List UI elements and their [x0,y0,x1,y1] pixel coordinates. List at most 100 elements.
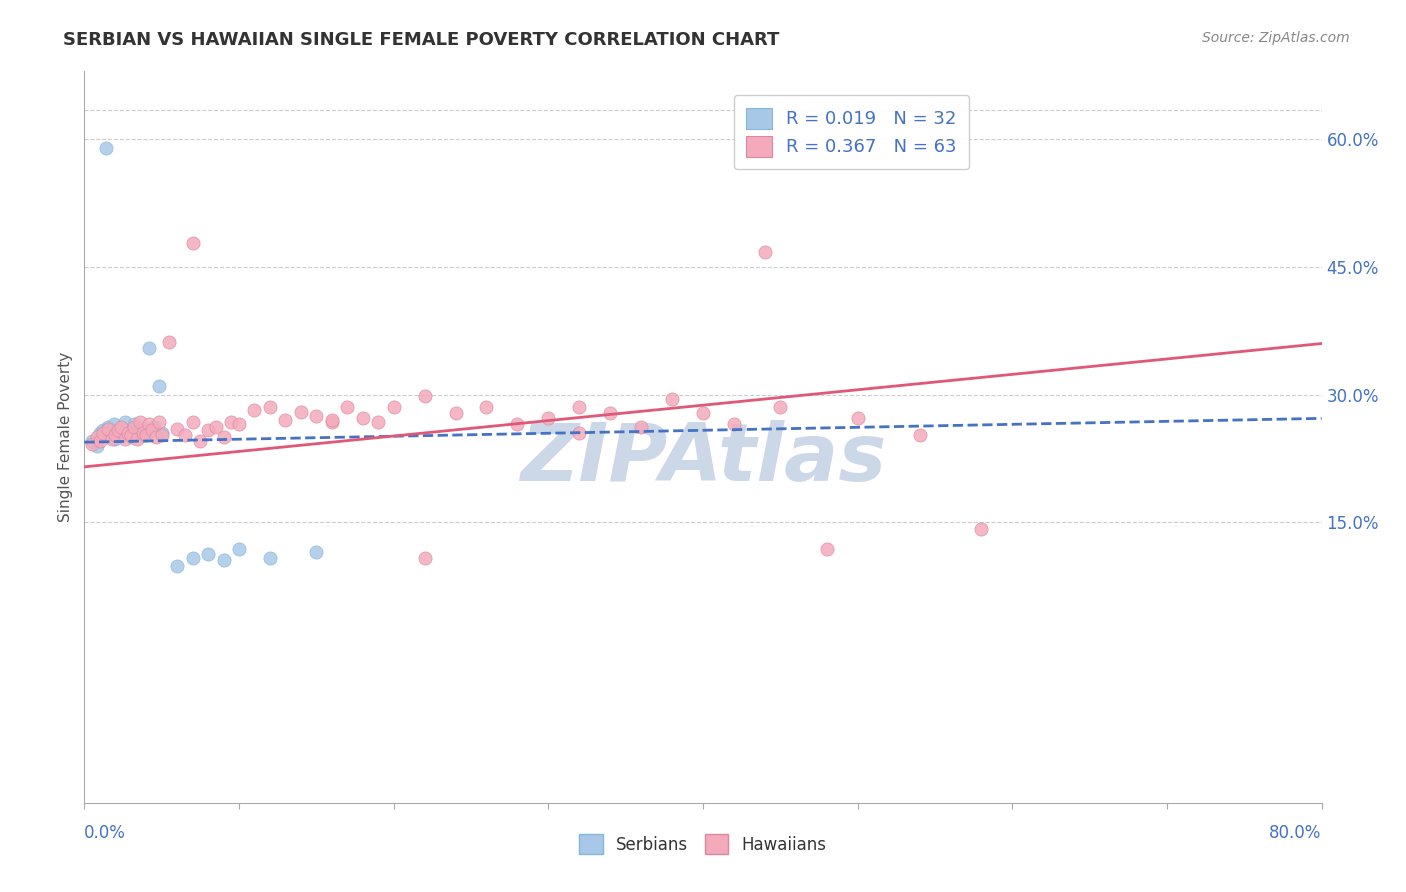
Point [120,428,142,442]
Point [148,379,170,393]
Point [290,404,312,418]
Point [150,428,173,442]
Point [141,423,163,437]
Text: ZIPAtlas: ZIPAtlas [520,420,886,498]
Point [101,432,124,446]
Point [197,548,219,562]
Point [599,406,621,420]
Point [98,421,121,435]
Point [110,421,132,435]
Text: 0.0%: 0.0% [84,824,127,842]
Point [336,401,359,415]
Point [205,420,228,434]
Point [228,417,250,432]
Point [91,423,114,437]
Point [138,341,160,355]
Point [114,432,136,446]
Point [188,434,211,449]
Point [122,420,145,434]
Text: 80.0%: 80.0% [1270,824,1322,842]
Point [138,417,160,432]
Point [908,428,931,442]
Point [166,421,188,435]
Point [352,411,374,425]
Point [104,428,127,442]
Point [228,542,250,557]
Point [259,401,281,415]
Point [754,244,776,259]
Point [120,430,142,444]
Text: SERBIAN VS HAWAIIAN SINGLE FEMALE POVERTY CORRELATION CHART: SERBIAN VS HAWAIIAN SINGLE FEMALE POVERT… [63,31,780,49]
Point [129,415,152,429]
Point [159,334,180,349]
Point [135,428,157,442]
Point [815,542,838,557]
Point [259,550,281,565]
Point [104,432,127,446]
Point [94,141,117,155]
Point [506,417,529,432]
Point [846,411,869,425]
Point [110,420,132,434]
Point [537,411,560,425]
Point [150,425,173,440]
Point [82,434,104,449]
Point [132,428,155,442]
Legend: Serbians, Hawaiians: Serbians, Hawaiians [572,828,834,860]
Point [475,401,498,415]
Point [112,428,135,442]
Point [181,236,204,251]
Point [143,420,166,434]
Point [769,401,792,415]
Point [89,434,111,449]
Point [86,439,108,453]
Point [321,415,343,429]
Point [86,430,108,444]
Point [181,550,204,565]
Point [174,428,197,442]
Point [970,522,993,536]
Point [219,415,242,429]
Point [125,423,148,437]
Point [107,423,129,437]
Point [630,420,652,434]
Point [107,425,129,440]
Point [125,432,148,446]
Point [145,430,167,444]
Point [568,401,591,415]
Point [367,415,389,429]
Point [181,415,204,429]
Point [212,430,235,444]
Point [89,425,111,440]
Point [117,425,139,440]
Point [413,550,436,565]
Point [122,417,145,432]
Point [321,413,343,427]
Point [129,421,152,435]
Point [135,423,157,437]
Point [723,417,745,432]
Point [96,421,118,435]
Point [166,559,188,574]
Point [117,425,139,440]
Point [82,437,104,451]
Point [305,545,328,559]
Point [661,392,683,406]
Point [243,402,266,417]
Point [197,423,219,437]
Point [413,389,436,403]
Point [91,425,114,440]
Point [114,415,136,429]
Y-axis label: Single Female Poverty: Single Female Poverty [58,352,73,522]
Point [212,553,235,567]
Point [96,420,118,434]
Point [444,406,467,420]
Point [148,415,170,429]
Point [305,409,328,423]
Point [274,413,297,427]
Text: Source: ZipAtlas.com: Source: ZipAtlas.com [1202,31,1350,45]
Point [568,425,591,440]
Point [101,423,124,437]
Point [132,425,155,440]
Point [692,406,714,420]
